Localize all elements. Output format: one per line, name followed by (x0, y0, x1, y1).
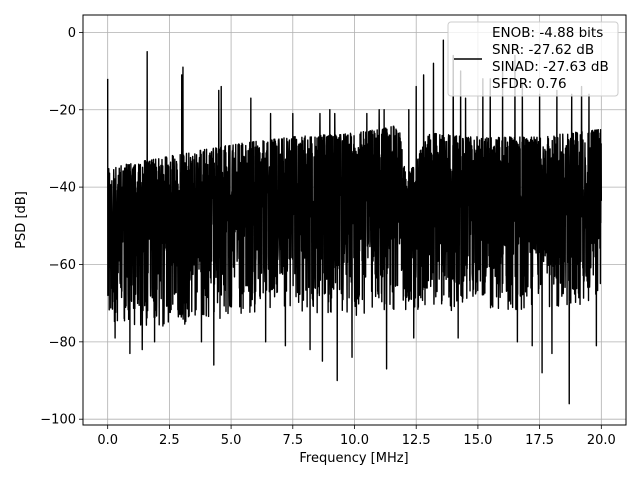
x-tick-label: 7.5 (282, 433, 303, 448)
axis-ticks: 0.0 2.5 5.0 7.5 10.0 12.5 15.0 17.5 20.0 0 −20 −40 −… (40, 26, 616, 448)
legend-label-line: SNR: -27.62 dB (492, 42, 594, 58)
legend-label-line: SINAD: -27.63 dB (492, 59, 609, 75)
x-axis-title: Frequency [MHz] (299, 451, 408, 466)
psd-series-line (106, 39, 603, 405)
x-tick-label: 17.5 (525, 433, 554, 448)
x-tick-label: 10.0 (340, 433, 369, 448)
y-tick-label: −60 (49, 258, 76, 273)
y-tick-label: −40 (49, 181, 76, 196)
legend-label-line: SFDR: 0.76 (492, 76, 567, 92)
y-tick-label: −80 (49, 335, 76, 350)
y-axis-title: PSD [dB] (14, 191, 29, 249)
legend-box (447, 21, 619, 97)
x-tick-label: 5.0 (221, 433, 242, 448)
y-tick-label: 0 (68, 26, 76, 41)
y-tick-label: −20 (49, 103, 76, 118)
psd-trace (106, 39, 603, 405)
x-tick-label: 12.5 (402, 433, 431, 448)
x-tick-label: 20.0 (587, 433, 616, 448)
x-tick-label: 0.0 (97, 433, 118, 448)
x-tick-label: 15.0 (463, 433, 492, 448)
legend-label: ENOB: -4.88 bits SNR: -27.62 dB SINAD: -27… (492, 25, 609, 92)
x-tick-label: 2.5 (159, 433, 180, 448)
legend-label-line: ENOB: -4.88 bits (492, 25, 603, 41)
legend: ENOB: -4.88 bits SNR: -27.62 dB SINAD: -27… (447, 21, 619, 97)
y-tick-label: −100 (40, 413, 76, 428)
